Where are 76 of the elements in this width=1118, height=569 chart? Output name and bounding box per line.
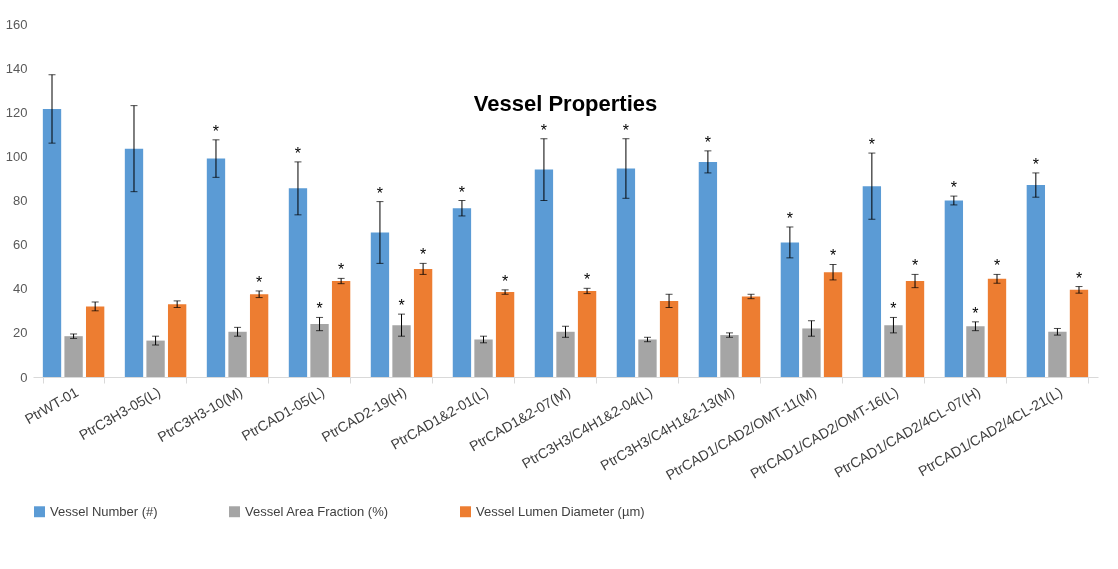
data-label: * bbox=[972, 304, 979, 322]
data-label: * bbox=[458, 183, 466, 201]
y-tick-label: 60 bbox=[13, 237, 28, 253]
bar bbox=[331, 281, 351, 377]
bar bbox=[206, 158, 226, 377]
bar bbox=[823, 272, 843, 377]
bar bbox=[659, 300, 679, 377]
data-label: * bbox=[294, 144, 302, 162]
data-label: * bbox=[398, 297, 405, 315]
y-tick-label: 120 bbox=[5, 104, 28, 120]
data-label: * bbox=[376, 184, 384, 202]
data-label: * bbox=[419, 246, 427, 264]
legend-label: Vessel Number (#) bbox=[50, 503, 158, 519]
bar bbox=[146, 340, 165, 377]
bar bbox=[1069, 289, 1089, 377]
data-label: * bbox=[1032, 155, 1039, 173]
bar bbox=[577, 290, 597, 377]
y-tick-label: 140 bbox=[5, 60, 28, 76]
data-label: * bbox=[622, 121, 630, 139]
y-tick-label: 160 bbox=[5, 16, 28, 32]
legend-label: Vessel Area Fraction (%) bbox=[245, 503, 389, 519]
bar bbox=[944, 200, 964, 377]
data-label: * bbox=[256, 273, 263, 291]
bar bbox=[556, 331, 575, 377]
bar bbox=[905, 281, 925, 377]
bar bbox=[862, 186, 882, 377]
data-label: * bbox=[911, 257, 919, 275]
bar bbox=[452, 208, 472, 377]
bar bbox=[370, 232, 390, 377]
bar bbox=[1026, 185, 1046, 377]
y-tick-label: 40 bbox=[13, 281, 28, 297]
bar bbox=[85, 306, 105, 377]
y-tick-label: 80 bbox=[13, 193, 28, 208]
bar bbox=[167, 304, 187, 377]
legend-label: Vessel Lumen Diameter (µm) bbox=[476, 503, 645, 519]
data-label: * bbox=[950, 179, 957, 197]
bar bbox=[698, 161, 718, 377]
data-label: * bbox=[704, 133, 712, 151]
bar bbox=[987, 278, 1007, 377]
data-label: * bbox=[1075, 269, 1083, 287]
bar bbox=[741, 296, 761, 377]
data-label: * bbox=[993, 257, 1001, 275]
bar bbox=[228, 331, 247, 377]
bar bbox=[495, 292, 515, 377]
data-label: * bbox=[501, 272, 509, 290]
bar bbox=[392, 325, 411, 377]
data-label: * bbox=[316, 300, 323, 318]
bar bbox=[966, 326, 985, 377]
bar bbox=[638, 339, 657, 377]
data-label: * bbox=[540, 121, 548, 139]
bar bbox=[474, 339, 493, 377]
bar bbox=[124, 148, 144, 377]
bar bbox=[802, 328, 821, 377]
data-label: * bbox=[338, 261, 345, 279]
data-label: * bbox=[829, 247, 837, 265]
bar bbox=[413, 268, 433, 377]
bar bbox=[884, 325, 903, 377]
bar bbox=[288, 188, 308, 377]
bar bbox=[64, 336, 83, 377]
data-label: * bbox=[212, 122, 220, 140]
data-label: * bbox=[868, 136, 875, 154]
bar bbox=[534, 169, 554, 377]
bar bbox=[42, 108, 62, 377]
bar bbox=[249, 294, 269, 377]
data-label: * bbox=[786, 209, 793, 227]
data-label: * bbox=[890, 300, 897, 318]
text: Vessel Properties bbox=[473, 91, 658, 116]
bar bbox=[720, 335, 739, 377]
bar bbox=[1048, 331, 1067, 377]
y-tick-label: 100 bbox=[5, 148, 28, 164]
data-label: * bbox=[583, 271, 591, 289]
y-tick-label: 20 bbox=[13, 325, 28, 341]
bar bbox=[780, 242, 800, 377]
y-tick-label: 0 bbox=[20, 369, 28, 385]
bar bbox=[616, 168, 636, 377]
bar bbox=[310, 324, 329, 377]
